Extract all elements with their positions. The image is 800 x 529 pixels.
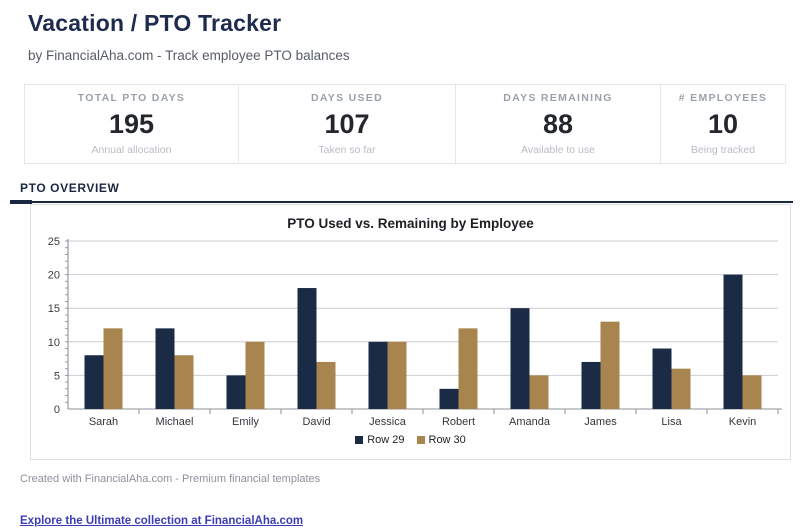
- stat-value: 107: [324, 109, 370, 139]
- stat-label: DAYS REMAINING: [503, 92, 613, 104]
- chart-title: PTO Used vs. Remaining by Employee: [287, 216, 534, 231]
- svg-text:Kevin: Kevin: [729, 416, 757, 428]
- chart-card: PTO Used vs. Remaining by Employee 0 5 10 1…: [30, 204, 791, 460]
- page-title: Vacation / PTO Tracker: [28, 10, 282, 36]
- section-header-pto-overview: PTO OVERVIEW: [20, 181, 120, 195]
- legend-item-row-29: Row 29: [355, 434, 405, 446]
- svg-text:Amanda: Amanda: [509, 416, 551, 428]
- legend-item-row-30: Row 30: [416, 434, 466, 446]
- svg-text:Robert: Robert: [442, 416, 475, 428]
- svg-text:15: 15: [48, 303, 60, 315]
- stat-value: 195: [108, 109, 155, 139]
- stat-value: 88: [542, 109, 574, 139]
- footer-link-explore-collection[interactable]: Explore the Ultimate collection at Finan…: [20, 515, 304, 527]
- stat-label: # EMPLOYEES: [678, 92, 768, 104]
- stats-row: TOTAL PTO DAYS 195 Annual allocation DAY…: [24, 84, 786, 164]
- stat-sub: Annual allocation: [91, 144, 172, 156]
- stat-total-pto-days: TOTAL PTO DAYS 195 Annual allocation: [25, 85, 239, 163]
- svg-text:James: James: [584, 416, 617, 428]
- stat-employees: # EMPLOYEES 10 Being tracked: [661, 85, 785, 163]
- stat-days-remaining: DAYS REMAINING 88 Available to use: [456, 85, 661, 163]
- stat-sub: Taken so far: [318, 144, 376, 156]
- legend-swatch: [416, 436, 425, 444]
- svg-text:Jessica: Jessica: [369, 416, 407, 428]
- stat-days-used: DAYS USED 107 Taken so far: [239, 85, 456, 163]
- svg-text:5: 5: [54, 370, 60, 382]
- footer-credit: Created with FinancialAha.com - Premium …: [20, 473, 321, 485]
- legend-label: Row 29: [367, 434, 405, 446]
- chart-svg-wrap: 0 5 10 15 20 25 Sarah Michael Emily David Jessica R…: [34, 233, 790, 434]
- divider-accent: [10, 200, 32, 204]
- pto-bar-chart: 0 5 10 15 20 25 Sarah Michael Emily David Jessica R…: [48, 236, 782, 428]
- stat-value: 10: [707, 109, 739, 139]
- page-header: Vacation / PTO Tracker by FinancialAha.c…: [0, 10, 800, 63]
- svg-text:20: 20: [48, 270, 60, 282]
- page-subtitle: by FinancialAha.com - Track employee PTO…: [28, 48, 350, 63]
- stat-sub: Being tracked: [690, 144, 756, 156]
- svg-text:Emily: Emily: [232, 416, 259, 428]
- svg-text:10: 10: [48, 337, 60, 349]
- svg-text:Michael: Michael: [156, 416, 194, 428]
- chart-legend: Row 29 Row 30: [31, 434, 790, 446]
- legend-swatch: [355, 436, 364, 444]
- svg-text:David: David: [302, 416, 330, 428]
- svg-text:Lisa: Lisa: [661, 416, 682, 428]
- stat-label: TOTAL PTO DAYS: [77, 92, 186, 104]
- legend-label: Row 30: [428, 434, 466, 446]
- svg-text:25: 25: [48, 236, 60, 248]
- stat-sub: Available to use: [521, 144, 595, 156]
- svg-text:Sarah: Sarah: [89, 416, 118, 428]
- stat-label: DAYS USED: [311, 92, 383, 104]
- svg-text:0: 0: [54, 404, 60, 416]
- section-divider: [10, 200, 793, 204]
